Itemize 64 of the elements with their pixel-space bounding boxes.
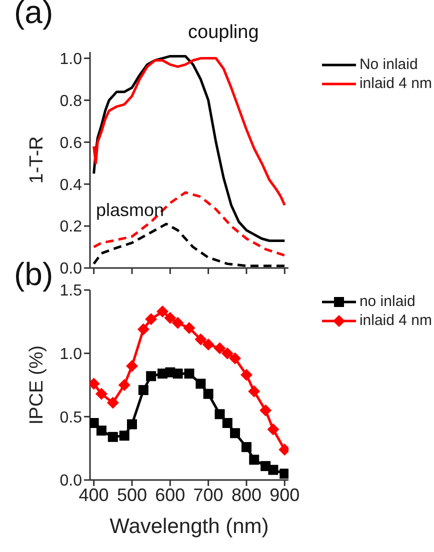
point bbox=[126, 360, 138, 372]
point bbox=[230, 428, 240, 438]
point bbox=[137, 323, 150, 336]
x-tick-label: 900 bbox=[270, 484, 300, 505]
point bbox=[184, 368, 194, 379]
point bbox=[267, 423, 280, 436]
x-tick-label: 700 bbox=[193, 484, 224, 505]
point bbox=[172, 316, 184, 329]
y-tick-label: 1.5 bbox=[60, 282, 82, 300]
y-tick-label: 0.2 bbox=[60, 218, 82, 236]
point bbox=[90, 418, 99, 428]
point bbox=[194, 333, 207, 346]
point bbox=[260, 404, 272, 416]
point bbox=[138, 385, 148, 396]
point bbox=[183, 322, 196, 334]
y-tick-label: 1.0 bbox=[60, 346, 82, 364]
point bbox=[106, 396, 119, 409]
point bbox=[156, 306, 169, 318]
point bbox=[268, 464, 278, 475]
y-tick-label: 0.0 bbox=[60, 260, 82, 278]
y-tick-label: 0.5 bbox=[60, 409, 82, 426]
point bbox=[196, 378, 206, 389]
x-tick-label: 600 bbox=[155, 484, 186, 505]
point bbox=[241, 442, 252, 452]
y-tick-label: 1.0 bbox=[60, 50, 82, 68]
y-axis-title: IPCE (%) bbox=[26, 345, 48, 425]
point bbox=[214, 409, 225, 420]
point bbox=[214, 342, 226, 354]
y-tick-label: 0.6 bbox=[60, 134, 82, 152]
point bbox=[108, 432, 118, 442]
legend-label: inlaid 4 nm bbox=[359, 74, 432, 92]
x-axis-title: Wavelength (nm) bbox=[110, 514, 269, 538]
point bbox=[118, 379, 130, 391]
y-tick-label: 0.8 bbox=[60, 92, 82, 110]
x-tick-label: 500 bbox=[116, 484, 148, 505]
point bbox=[119, 430, 130, 441]
point bbox=[164, 312, 176, 324]
point bbox=[203, 388, 214, 399]
point bbox=[146, 371, 156, 382]
y-tick-label: 0.4 bbox=[60, 176, 82, 194]
point bbox=[202, 338, 214, 350]
point bbox=[95, 388, 108, 400]
point bbox=[172, 368, 183, 379]
point bbox=[240, 368, 252, 381]
point bbox=[126, 419, 137, 430]
point bbox=[249, 454, 260, 465]
legend-label: no inlaid bbox=[359, 292, 416, 310]
line-series bbox=[92, 222, 286, 268]
legend-label: No inlaid bbox=[359, 56, 418, 74]
point bbox=[280, 468, 288, 479]
text: (a) bbox=[14, 0, 54, 31]
y-axis-title: 1-T-R bbox=[26, 136, 48, 184]
text: (b) bbox=[14, 256, 54, 293]
x-tick-label: 800 bbox=[231, 484, 262, 505]
legend-label: inlaid 4 nm bbox=[359, 312, 432, 330]
point bbox=[96, 426, 106, 436]
point bbox=[248, 385, 260, 398]
line-series bbox=[92, 191, 286, 257]
annotation: plasmon bbox=[96, 200, 164, 221]
point bbox=[145, 313, 158, 326]
point bbox=[222, 418, 232, 428]
point bbox=[221, 347, 234, 360]
point bbox=[229, 352, 242, 364]
text: coupling bbox=[188, 22, 259, 44]
